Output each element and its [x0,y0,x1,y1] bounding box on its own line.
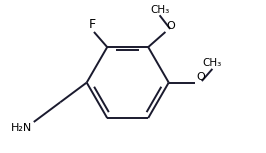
Text: O: O [197,72,205,82]
Text: CH₃: CH₃ [203,58,222,68]
Text: F: F [89,18,96,31]
Text: H₂N: H₂N [11,123,32,133]
Text: O: O [167,21,176,31]
Text: CH₃: CH₃ [150,5,169,15]
